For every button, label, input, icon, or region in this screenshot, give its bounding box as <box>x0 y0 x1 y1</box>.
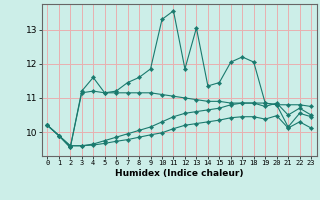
X-axis label: Humidex (Indice chaleur): Humidex (Indice chaleur) <box>115 169 244 178</box>
